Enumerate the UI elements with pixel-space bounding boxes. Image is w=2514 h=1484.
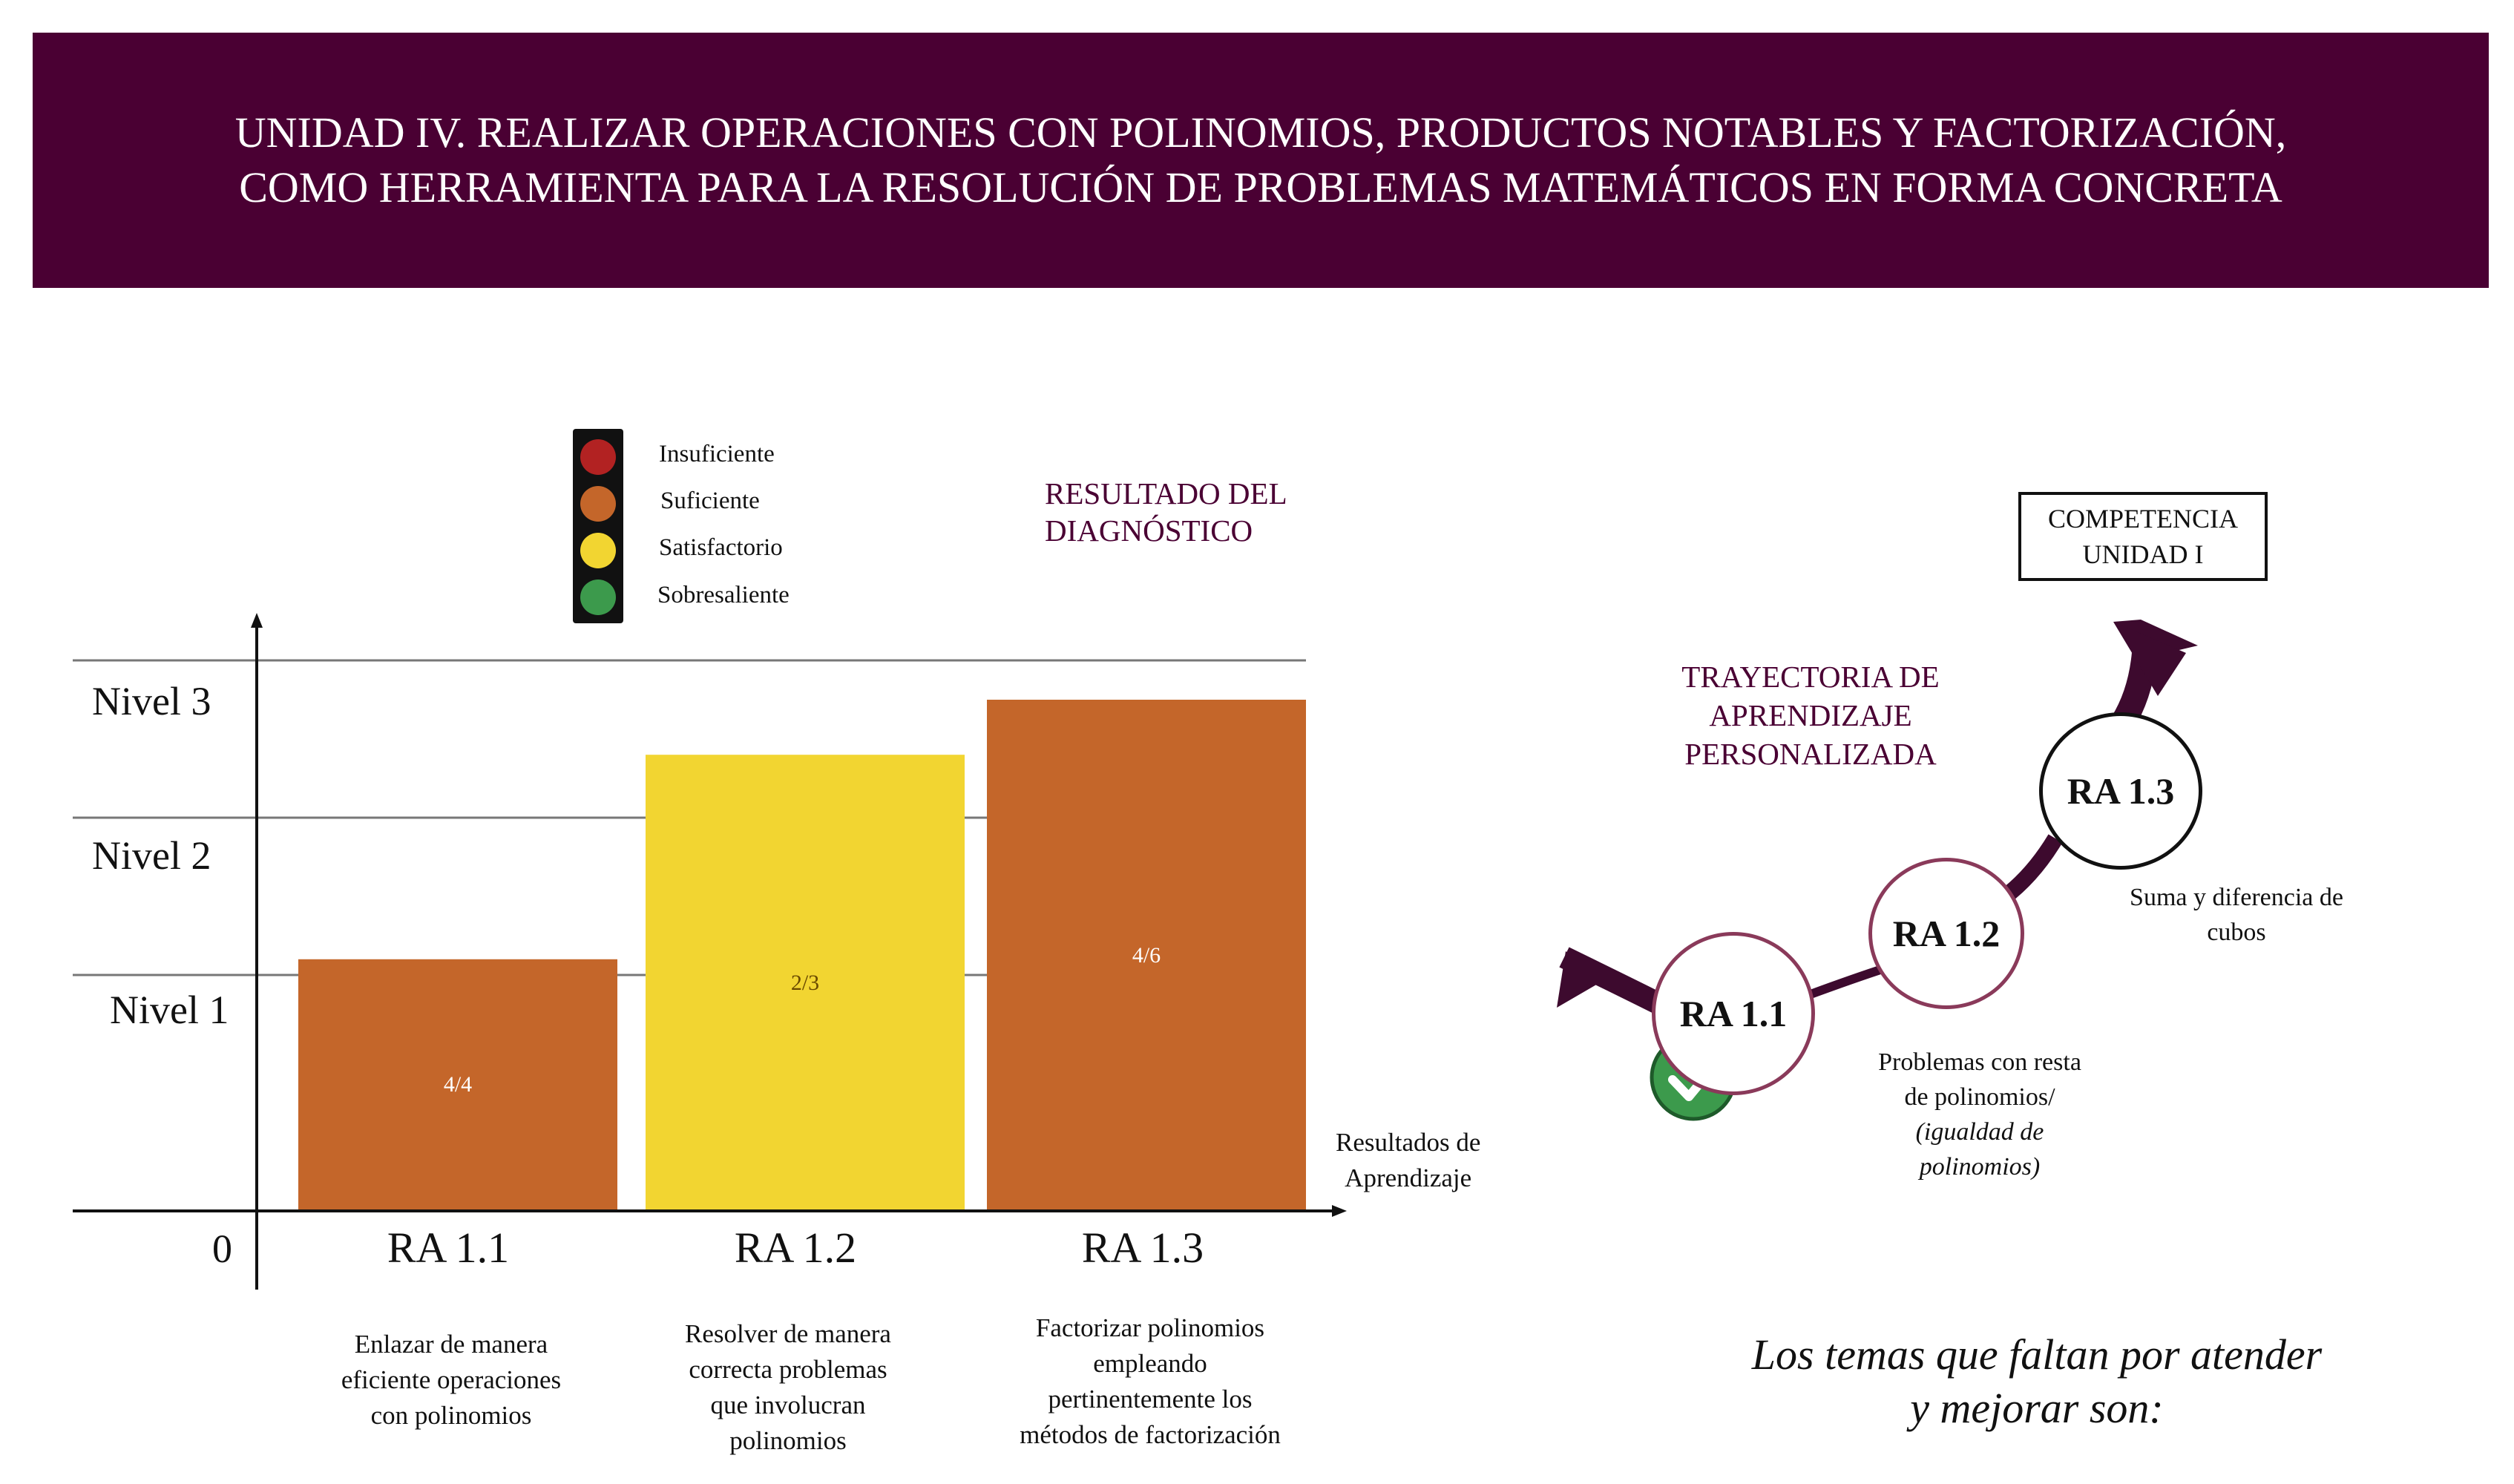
legend-dot-suficiente	[580, 486, 616, 522]
bars	[298, 700, 1306, 1211]
node-ra-1-2-label: RA 1.2	[1892, 913, 2001, 954]
description-ra-1-1-line: eficiente operaciones	[341, 1365, 562, 1394]
description-ra-1-1-line: con polinomios	[370, 1401, 532, 1430]
node-description-line: polinomios)	[1919, 1153, 2041, 1181]
x-axis-arrow	[1332, 1205, 1347, 1217]
y-tick-label-nivel-1: Nivel 1	[110, 988, 229, 1032]
description-ra-1-2: Resolver de manera correcta problemas qu…	[625, 1316, 951, 1459]
description-ra-1-3-line: métodos de factorización	[1020, 1420, 1281, 1449]
closing-text-line1: Los temas que faltan por atender	[1751, 1330, 2323, 1379]
y-axis-arrow	[251, 613, 263, 628]
description-ra-1-2-line: que involucran	[710, 1391, 866, 1419]
bar-ra-1-1	[298, 959, 617, 1211]
description-ra-1-3-line: empleando	[1093, 1349, 1207, 1378]
closing-text-line2: y mejorar son:	[1910, 1384, 2164, 1432]
node-ra-1-1: RA 1.1	[1652, 932, 1815, 1095]
node-ra-1-1-label: RA 1.1	[1679, 993, 1788, 1034]
bar-ra-1-3	[987, 700, 1306, 1211]
axes	[73, 613, 1347, 1290]
legend-label-satisfactorio: Satisfactorio	[659, 534, 783, 561]
closing-text: Los temas que faltan por atender y mejor…	[1692, 1328, 2382, 1435]
diagnostico-title-line2: DIAGNÓSTICO	[1045, 513, 1253, 548]
node-description-line: cubos	[2207, 919, 2266, 946]
competencia-line: COMPETENCIA	[2047, 504, 2238, 533]
traffic-light-body	[573, 429, 623, 623]
competencia-box: COMPETENCIA UNIDAD I	[2018, 492, 2268, 581]
description-ra-1-2-line: polinomios	[729, 1426, 847, 1455]
description-ra-1-3-line: Factorizar polinomios	[1035, 1313, 1265, 1342]
description-ra-1-3: Factorizar polinomios empleando pertinen…	[972, 1310, 1328, 1453]
node-ra-1-2: RA 1.2	[1868, 858, 2024, 1009]
legend-label-sobresaliente: Sobresaliente	[657, 582, 790, 608]
legend-dot-satisfactorio	[580, 533, 616, 568]
x-tick-label-ra-1-3: RA 1.3	[1081, 1224, 1204, 1272]
path-segment-2	[1998, 834, 2063, 904]
description-ra-1-1: Enlazar de manera eficiente operaciones …	[288, 1327, 614, 1434]
trayectoria-title-line: APRENDIZAJE	[1709, 698, 1912, 732]
x-tick-label-ra-1-1: RA 1.1	[387, 1224, 510, 1272]
header-title-line2: COMO HERRAMIENTA PARA LA RESOLUCIÓN DE P…	[239, 163, 2282, 211]
node-description-line: Suma y diferencia de	[2130, 884, 2343, 911]
trayectoria-title-line: PERSONALIZADA	[1684, 737, 1937, 771]
bar-value-label-ra-1-2: 2/3	[790, 970, 820, 995]
competencia-line: UNIDAD I	[2082, 539, 2204, 569]
y-tick-label-zero: 0	[212, 1227, 232, 1271]
bar-value-label-ra-1-1: 4/4	[443, 1072, 473, 1097]
traffic-light-legend	[573, 429, 623, 623]
legend-label-insuficiente: Insuficiente	[659, 441, 775, 467]
description-ra-1-2-line: Resolver de manera	[685, 1319, 891, 1348]
y-tick-label-nivel-2: Nivel 2	[92, 833, 211, 878]
node-ra-1-3: RA 1.3	[2039, 712, 2202, 870]
x-axis-caption-line1: Resultados de	[1336, 1128, 1481, 1157]
path-segment-1	[1808, 964, 1886, 999]
node-description-ra-1-2: Problemas con resta de polinomios/ (igua…	[1878, 1045, 2081, 1184]
diagnostico-title-line1: RESULTADO DEL	[1045, 476, 1287, 510]
node-ra-1-3-label: RA 1.3	[2067, 770, 2175, 812]
x-axis-caption-line2: Aprendizaje	[1345, 1163, 1472, 1192]
node-description-line: de polinomios/	[1904, 1083, 2055, 1111]
x-axis-caption: Resultados de Aprendizaje	[1336, 1125, 1480, 1196]
diagnostico-title: RESULTADO DEL DIAGNÓSTICO	[1045, 475, 1287, 549]
trayectoria-title: TRAYECTORIA DE APRENDIZAJE PERSONALIZADA	[1677, 657, 1944, 773]
description-ra-1-3-line: pertinentemente los	[1048, 1385, 1253, 1414]
bar-value-label-ra-1-3: 4/6	[1132, 942, 1161, 968]
node-description-line: (igualdad de	[1915, 1118, 2044, 1146]
legend-label-suficiente: Suficiente	[660, 487, 760, 514]
legend-dot-sobresaliente	[580, 580, 616, 615]
node-description-ra-1-3: Suma y diferencia de cubos	[2130, 880, 2343, 950]
node-description-line: Problemas con resta	[1878, 1048, 2081, 1076]
y-tick-label-nivel-3: Nivel 3	[92, 679, 211, 723]
trayectoria-title-line: TRAYECTORIA DE	[1681, 660, 1940, 694]
path-arrow-head	[2113, 620, 2198, 653]
legend-dot-insuficiente	[580, 439, 616, 475]
description-ra-1-1-line: Enlazar de manera	[354, 1330, 548, 1359]
bar-ra-1-2	[646, 755, 965, 1211]
x-tick-label-ra-1-2: RA 1.2	[734, 1224, 857, 1272]
header-title-line1: UNIDAD IV. REALIZAR OPERACIONES CON POLI…	[234, 108, 2287, 157]
path-entry-cap	[1557, 951, 1603, 1008]
header-banner: UNIDAD IV. REALIZAR OPERACIONES CON POLI…	[33, 33, 2489, 288]
description-ra-1-2-line: correcta problemas	[689, 1355, 887, 1384]
